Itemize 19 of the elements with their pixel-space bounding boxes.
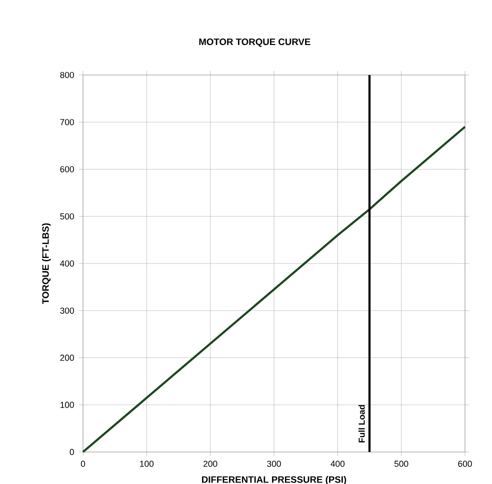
y-tick-label: 300 bbox=[60, 308, 74, 314]
x-tick-label: 100 bbox=[140, 460, 154, 467]
y-tick-label: 0 bbox=[70, 448, 74, 456]
y-tick-label: 200 bbox=[60, 354, 74, 361]
y-tick-label: 800 bbox=[60, 72, 74, 78]
y-tick-label: 500 bbox=[60, 213, 74, 220]
y-tick-label: 700 bbox=[60, 119, 74, 126]
y-tick-label: 400 bbox=[60, 260, 74, 267]
y-axis-title: TORQUE (FT-LBS) bbox=[42, 223, 51, 304]
x-tick-label: 0 bbox=[80, 460, 86, 467]
x-tick-label: 500 bbox=[394, 460, 408, 467]
y-tick-label: 600 bbox=[60, 166, 74, 172]
x-tick-label: 400 bbox=[330, 460, 345, 467]
y-tick-label: 100 bbox=[60, 402, 74, 408]
x-tick-label: 200 bbox=[204, 460, 218, 467]
ref-line-label: Full Load bbox=[358, 405, 365, 442]
x-tick-label: 300 bbox=[267, 460, 281, 467]
x-tick-label: 600 bbox=[458, 460, 472, 467]
chart-title: MOTOR TORQUE CURVE bbox=[199, 38, 310, 47]
